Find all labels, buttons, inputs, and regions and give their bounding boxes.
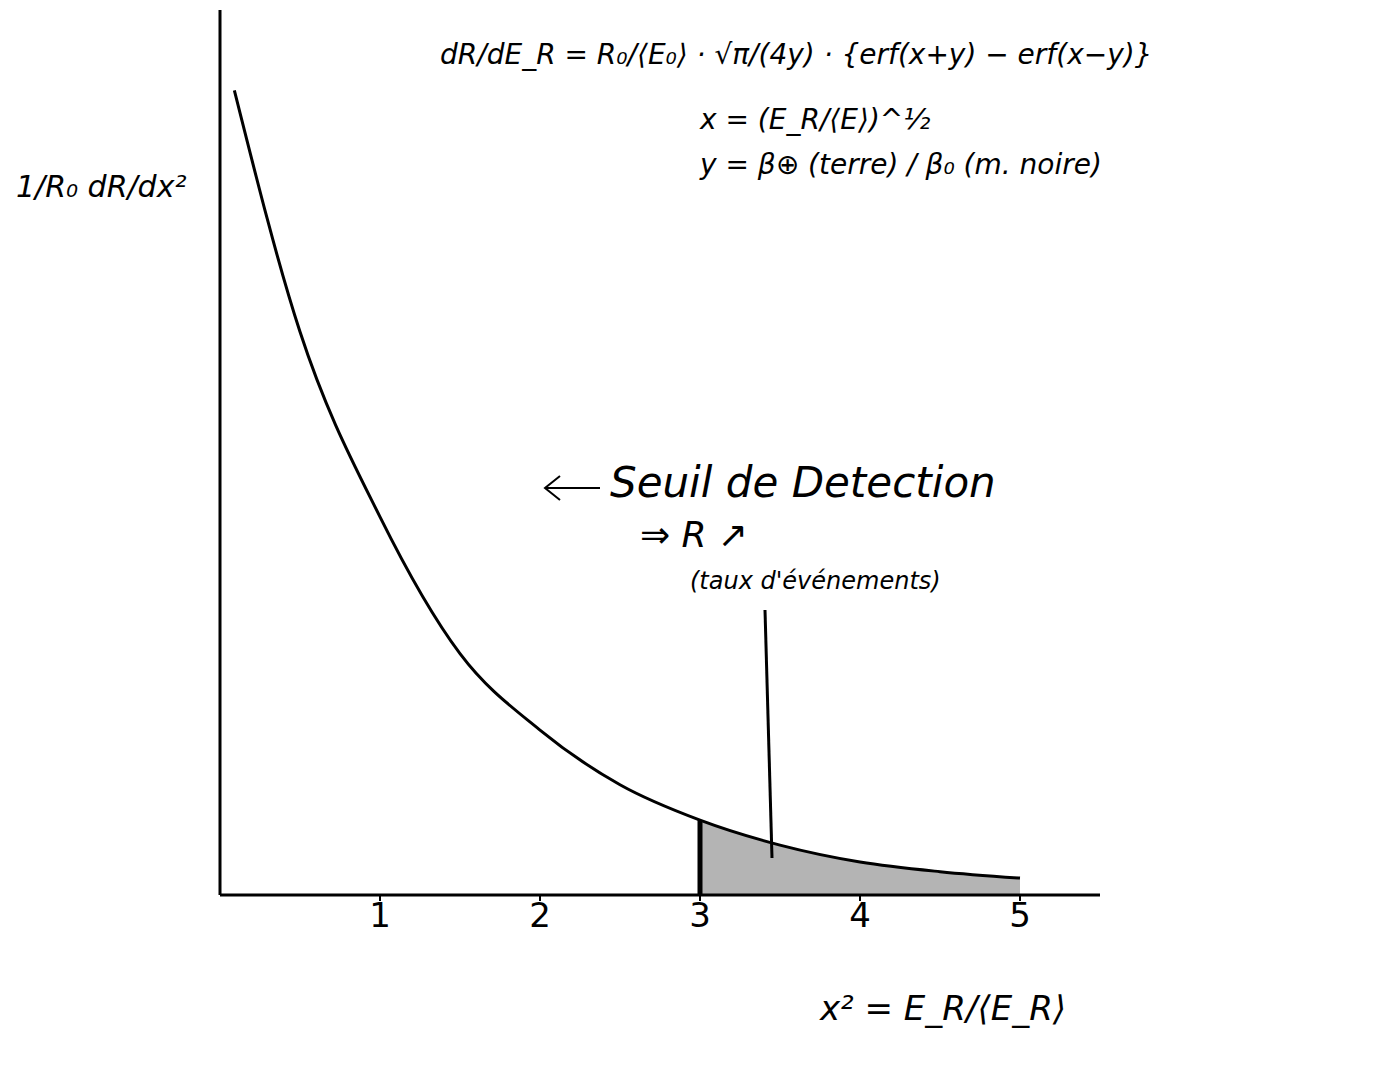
html-text:x² = E_R/⟨E_R⟩: x² = E_R/⟨E_R⟩ bbox=[820, 988, 1067, 1028]
html-text:y = β⊕ (terre) / β₀ (m. noire): y = β⊕ (terre) / β₀ (m. noire) bbox=[700, 148, 1102, 181]
html-text:⇒ R ↗: ⇒ R ↗ bbox=[640, 514, 749, 555]
html-text:1/R₀ dR/dx²: 1/R₀ dR/dx² bbox=[16, 169, 187, 204]
svg-text:4: 4 bbox=[849, 895, 871, 935]
svg-text:2: 2 bbox=[529, 895, 551, 935]
html-text:Seuil de Detection: Seuil de Detection bbox=[610, 458, 996, 507]
svg-text:1: 1 bbox=[369, 895, 391, 935]
svg-text:5: 5 bbox=[1009, 895, 1031, 935]
html-text:dR/dE_R = R₀/⟨E₀⟩ · √π/(4y) ·: dR/dE_R = R₀/⟨E₀⟩ · √π/(4y) · {erf(x+y) … bbox=[440, 38, 1153, 71]
html-text:x = (E_R/⟨E⟩)^½: x = (E_R/⟨E⟩)^½ bbox=[700, 103, 931, 136]
svg-text:3: 3 bbox=[689, 895, 711, 935]
html-text:(taux d'événements): (taux d'événements) bbox=[690, 567, 941, 595]
